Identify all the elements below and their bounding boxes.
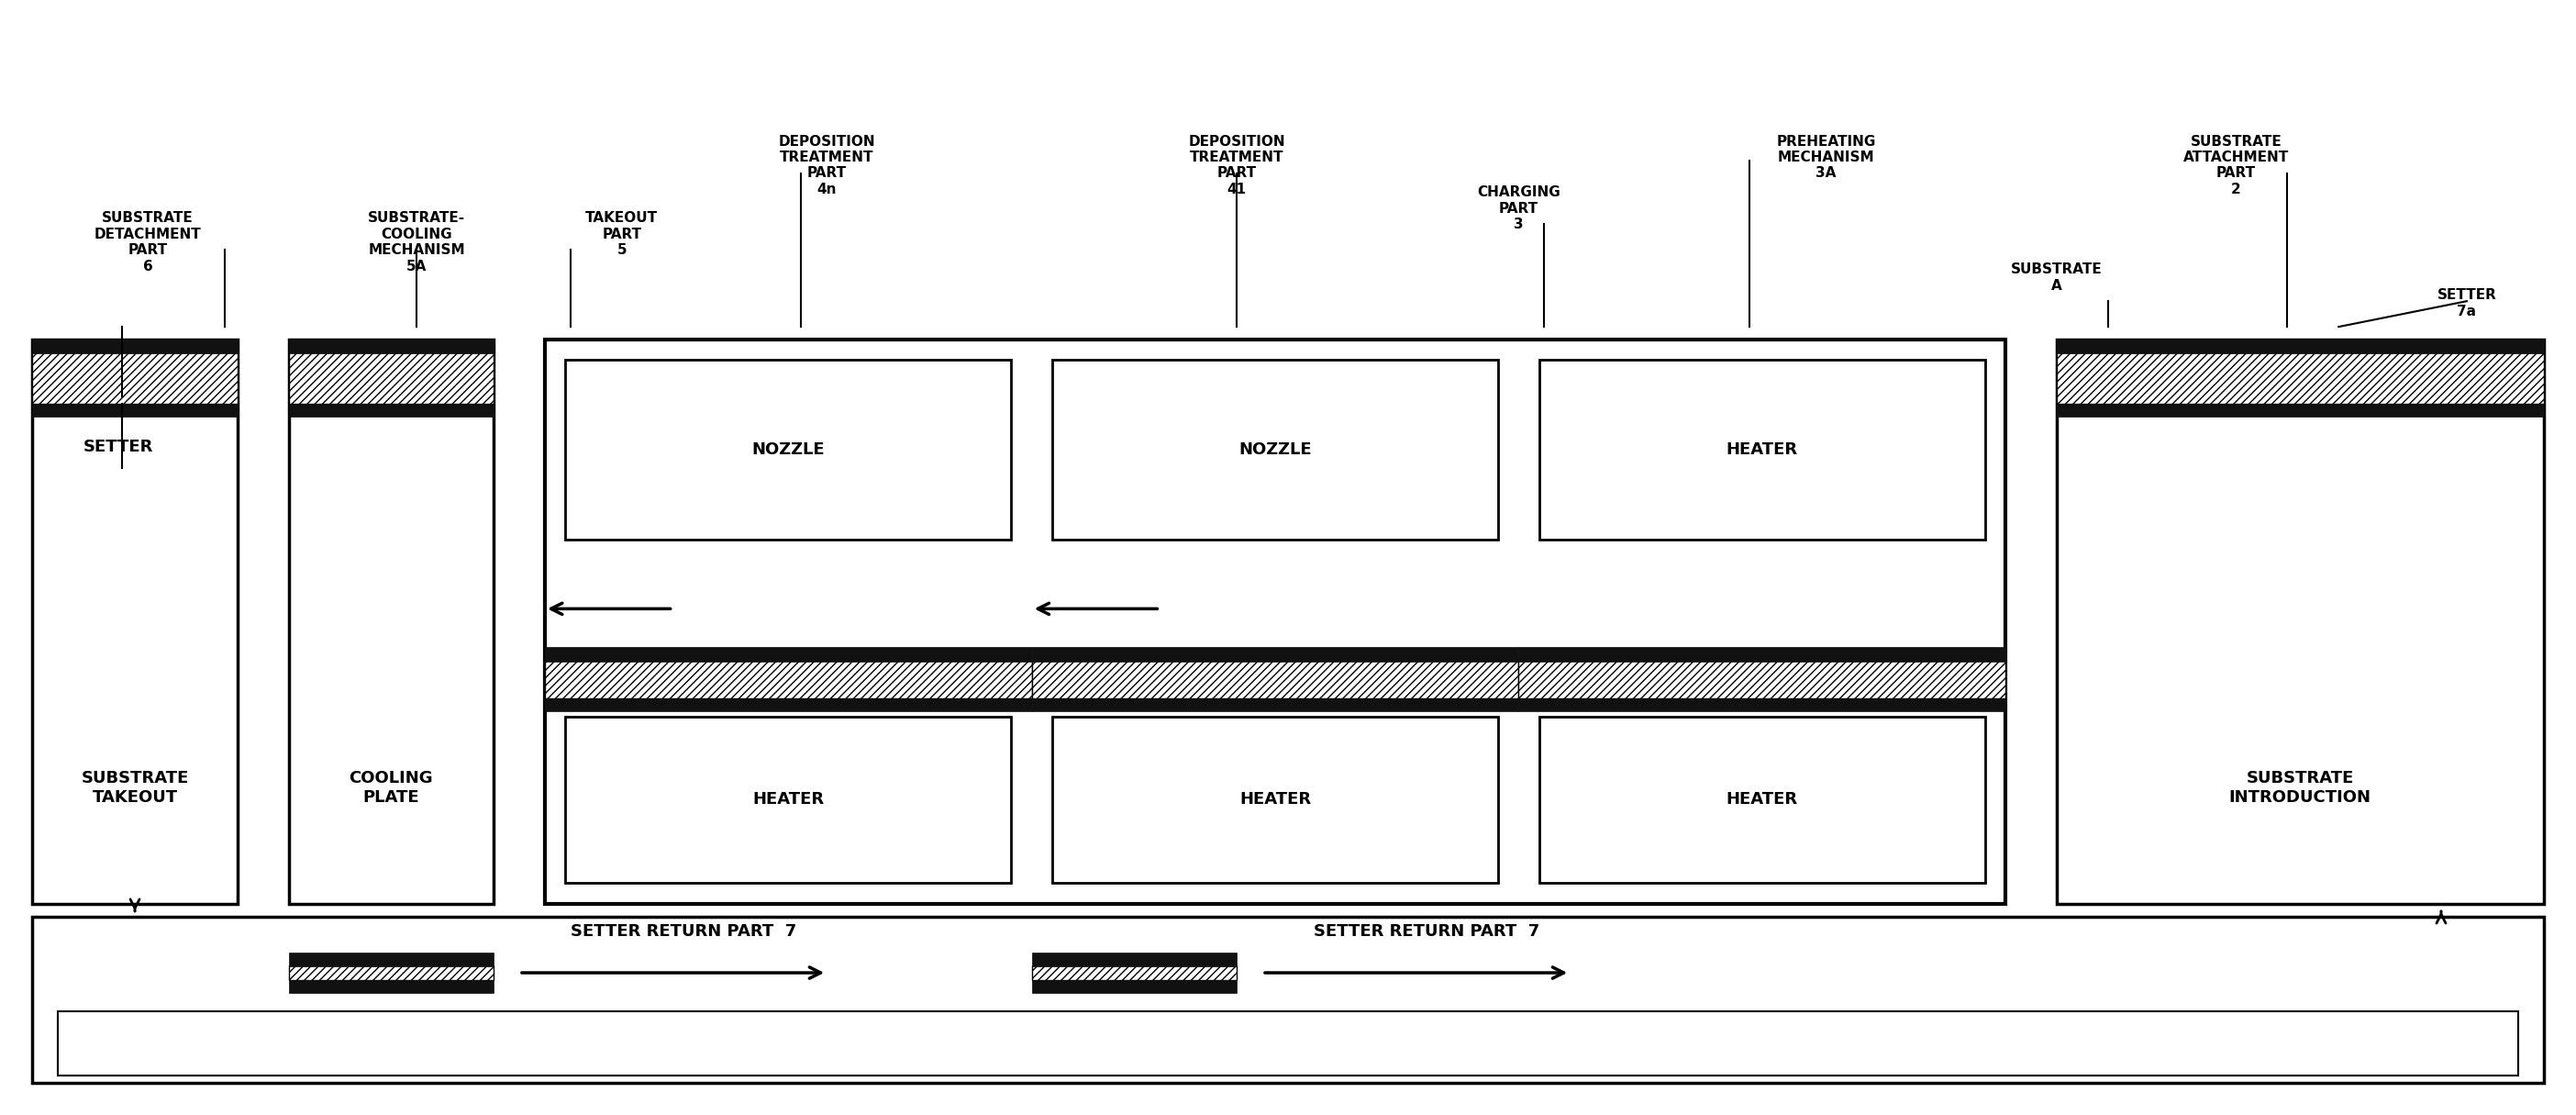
Text: SETTER: SETTER bbox=[82, 438, 155, 455]
Bar bbox=[1520, 698, 2007, 711]
Text: HEATER: HEATER bbox=[752, 792, 824, 808]
Bar bbox=[59, 1011, 2517, 1075]
Text: SETTER
7a: SETTER 7a bbox=[2437, 289, 2496, 318]
Text: PREHEATING
MECHANISM
3A: PREHEATING MECHANISM 3A bbox=[1777, 135, 1875, 181]
Bar bbox=[1520, 660, 2007, 698]
Bar bbox=[1520, 647, 2007, 661]
Bar bbox=[33, 352, 237, 404]
Text: TAKEOUT
PART
5: TAKEOUT PART 5 bbox=[585, 212, 657, 258]
Bar bbox=[289, 340, 495, 353]
Bar bbox=[546, 340, 2007, 903]
Bar bbox=[2056, 340, 2543, 353]
Text: NOZZLE: NOZZLE bbox=[752, 442, 824, 458]
Bar bbox=[1051, 717, 1499, 883]
Text: SUBSTRATE
A: SUBSTRATE A bbox=[2012, 263, 2102, 292]
Bar bbox=[564, 360, 1012, 540]
Bar bbox=[546, 647, 1033, 661]
Bar bbox=[1033, 698, 1520, 711]
Bar bbox=[289, 980, 495, 993]
Bar bbox=[546, 698, 1033, 711]
Bar bbox=[33, 340, 237, 353]
Text: NOZZLE: NOZZLE bbox=[1239, 442, 1311, 458]
Bar bbox=[1033, 647, 1520, 661]
Bar bbox=[1051, 360, 1499, 540]
Text: SUBSTRATE
TAKEOUT: SUBSTRATE TAKEOUT bbox=[80, 770, 188, 806]
Text: HEATER: HEATER bbox=[1726, 442, 1798, 458]
Bar bbox=[2056, 404, 2543, 417]
Bar bbox=[1033, 660, 1520, 698]
Bar bbox=[289, 340, 495, 903]
Bar bbox=[33, 340, 237, 903]
Text: HEATER: HEATER bbox=[1239, 792, 1311, 808]
Text: SUBSTRATE-
COOLING
MECHANISM
5A: SUBSTRATE- COOLING MECHANISM 5A bbox=[368, 212, 466, 273]
Bar bbox=[289, 966, 495, 980]
Bar bbox=[1538, 360, 1986, 540]
Bar bbox=[33, 917, 2543, 1083]
Bar bbox=[564, 717, 1012, 883]
Bar bbox=[33, 404, 237, 417]
Bar bbox=[1033, 952, 1236, 967]
Text: COOLING
PLATE: COOLING PLATE bbox=[350, 770, 433, 806]
Bar bbox=[1033, 966, 1236, 980]
Text: SUBSTRATE: SUBSTRATE bbox=[82, 361, 191, 378]
Bar bbox=[546, 660, 1033, 698]
Text: HEATER: HEATER bbox=[1726, 792, 1798, 808]
Text: DEPOSITION
TREATMENT
PART
41: DEPOSITION TREATMENT PART 41 bbox=[1188, 135, 1285, 196]
Text: SETTER RETURN PART  7: SETTER RETURN PART 7 bbox=[1314, 923, 1540, 940]
Text: SUBSTRATE
ATTACHMENT
PART
2: SUBSTRATE ATTACHMENT PART 2 bbox=[2184, 135, 2290, 196]
Text: SUBSTRATE
DETACHMENT
PART
6: SUBSTRATE DETACHMENT PART 6 bbox=[95, 212, 201, 273]
Text: SUBSTRATE
INTRODUCTION: SUBSTRATE INTRODUCTION bbox=[2228, 770, 2372, 806]
Bar bbox=[2056, 340, 2543, 903]
Text: DEPOSITION
TREATMENT
PART
4n: DEPOSITION TREATMENT PART 4n bbox=[778, 135, 876, 196]
Bar bbox=[289, 952, 495, 967]
Bar bbox=[1033, 980, 1236, 993]
Bar bbox=[289, 352, 495, 404]
Text: CHARGING
PART
3: CHARGING PART 3 bbox=[1476, 186, 1561, 232]
Bar bbox=[289, 404, 495, 417]
Bar bbox=[2056, 352, 2543, 404]
Bar bbox=[1538, 717, 1986, 883]
Text: SETTER RETURN PART  7: SETTER RETURN PART 7 bbox=[569, 923, 796, 940]
